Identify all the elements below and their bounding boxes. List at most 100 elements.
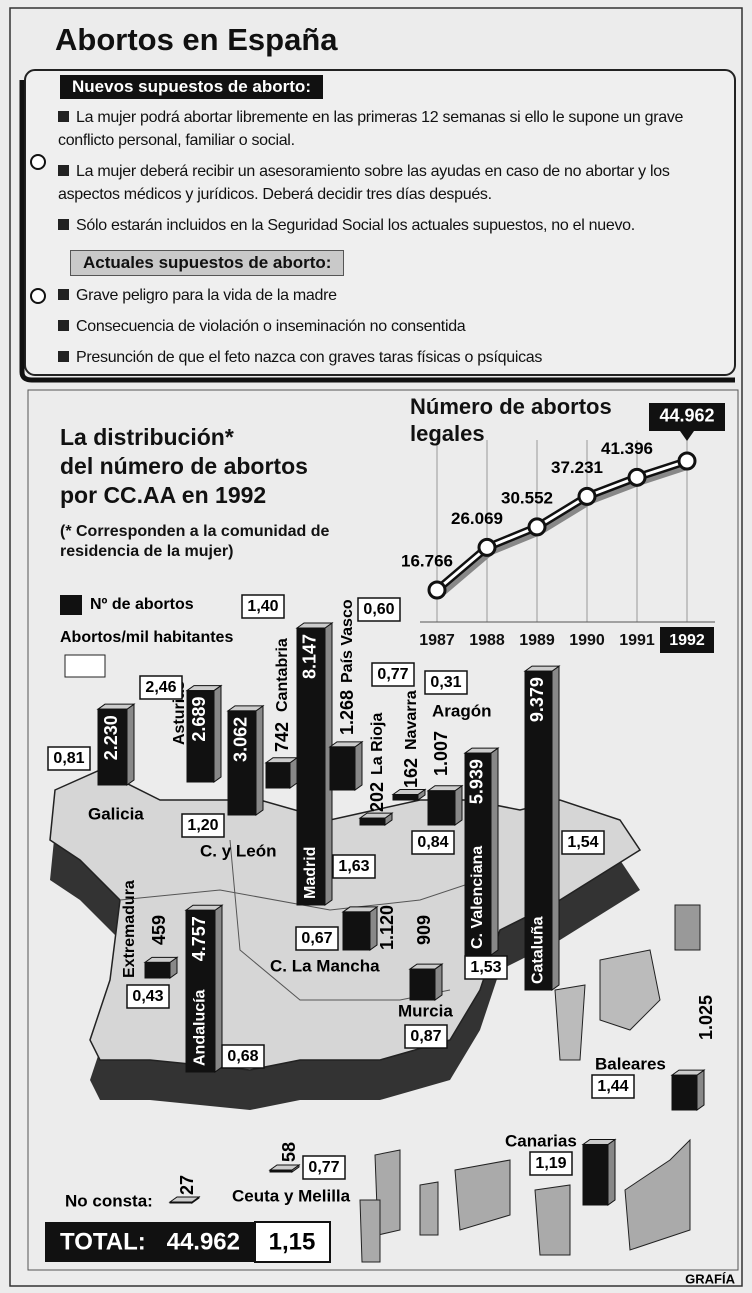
item: Sólo estarán incluidos en la Seguridad S… [58,214,722,237]
text-line: (* Corresponden a la comunidad de [60,522,329,542]
rate-label: 1,63 [338,858,369,875]
x-tick-label: 1988 [469,632,505,649]
x-tick-label: 1991 [619,632,655,649]
island [625,1140,690,1250]
bar-top [187,686,221,691]
value-label: 459 [149,915,169,945]
point [679,453,695,469]
item: La mujer deberá recibir un asesoramiento… [58,160,722,206]
island [360,1200,380,1262]
value-label: 1.120 [377,905,397,950]
value-label: 5.939 [467,759,487,804]
rate-label: 0,77 [308,1159,339,1176]
total-rate: 1,15 [269,1228,316,1255]
rate-label: 0,87 [410,1028,441,1045]
point [479,539,495,555]
value-label: 9.379 [527,677,547,722]
region-label: Canarias [505,1131,577,1150]
item-text: Grave peligro para la vida de la madre [76,287,337,304]
credit: GRAFÍA [685,1271,735,1286]
rate-label: 1,44 [597,1078,628,1095]
region-label: País Vasco [339,599,356,683]
point [429,582,445,598]
value-label: 2.230 [101,715,121,760]
text-line: del número de abortos [60,452,308,481]
rate-label: 0,43 [132,988,163,1005]
bar-top [186,905,222,910]
legend-count-icon [60,595,82,615]
point [529,519,545,535]
bar [266,763,290,788]
rate-label: 0,84 [417,834,448,851]
bar [583,1144,608,1205]
island [600,950,660,1030]
value-label: 202 [367,782,387,812]
item: Presunción de que el feto nazca con grav… [58,346,722,369]
bar-side [552,666,559,990]
bar-side [127,704,134,785]
bar [330,747,355,790]
item-list: La mujer podrá abortar libremente en las… [58,106,722,245]
bar-top [297,623,332,628]
bar-top [228,706,263,711]
bar-side [256,706,263,815]
island [420,1182,438,1235]
bullet [58,320,69,331]
region-label: No consta: [65,1191,153,1210]
region-label: C. y León [200,841,277,860]
text-line: legales [410,420,612,447]
region-label: La Rioja [369,713,386,775]
region-label: Navarra [403,690,420,750]
point [579,488,595,504]
section-heading: Actuales supuestos de aborto: [70,250,344,276]
rate-label: 0,77 [377,666,408,683]
ring [31,155,45,169]
bar [343,912,370,950]
value-label: 30.552 [501,488,553,507]
ring [31,289,45,303]
item: La mujer podrá abortar libremente en las… [58,106,722,152]
island [455,1160,510,1230]
value-label: 58 [279,1142,299,1162]
text-line: La distribución* [60,423,308,452]
bar-top [525,666,559,671]
region-label: Galicia [88,804,144,823]
value-label: 8.147 [300,634,320,679]
bar-side [214,686,221,782]
island [535,1185,570,1255]
region-label: Cataluña [530,916,547,984]
region-label: Ceuta y Melilla [232,1186,351,1205]
region-label: Baleares [595,1054,666,1073]
bar [145,962,170,978]
bar-top [343,907,377,912]
bullet [58,219,69,230]
region-label: C. La Mancha [270,956,380,975]
rate-label: 2,46 [145,679,176,696]
text-line: por CC.AA en 1992 [60,481,308,510]
bar-side [491,748,498,955]
section-heading: Nuevos supuestos de aborto: [60,75,323,99]
rate-label: 0,31 [430,674,461,691]
legend-rate: Abortos/mil habitantes [60,629,233,646]
item-text: La mujer podrá abortar libremente en las… [58,109,683,149]
value-label: 742 [272,722,292,752]
region-label: Andalucía [192,989,209,1066]
region-label: Madrid [302,847,319,899]
rate-label: 0,81 [53,750,84,767]
region-label: C. Valenciana [469,846,486,949]
title: Abortos en España [55,22,338,58]
total-label: TOTAL: [60,1228,146,1255]
point [629,469,645,485]
x-tick-label: 1989 [519,632,555,649]
rate-label: 0,68 [227,1048,258,1065]
rate-label: 1,53 [470,959,501,976]
value-label: 1.007 [431,731,451,776]
bar [428,791,455,825]
item: Consecuencia de violación o inseminación… [58,315,722,338]
rate-label: 0,67 [301,930,332,947]
region-label: Aragón [432,701,492,720]
value-label: 1.025 [696,995,716,1040]
bar-side [455,786,462,825]
rate-label: 1,19 [535,1155,566,1172]
bar [410,969,435,1000]
